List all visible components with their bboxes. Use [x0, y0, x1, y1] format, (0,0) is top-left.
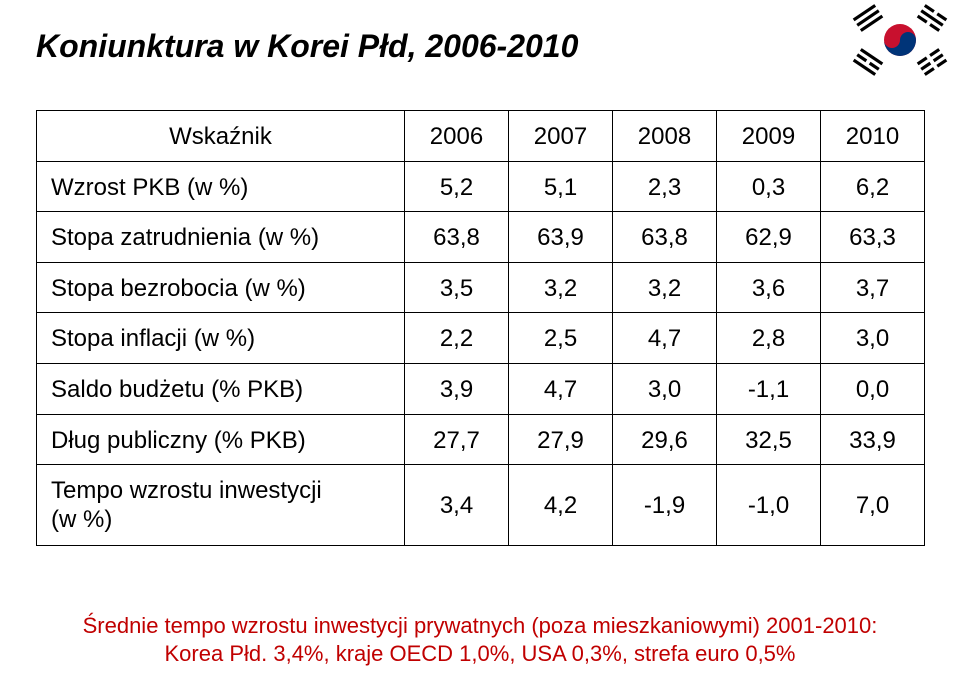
cell-value: 3,6 — [717, 262, 821, 313]
cell-value: 63,9 — [509, 212, 613, 263]
table-row: Wzrost PKB (w %)5,25,12,30,36,2 — [37, 161, 925, 212]
cell-value: 2,5 — [509, 313, 613, 364]
cell-value: -1,0 — [717, 465, 821, 546]
cell-value: 7,0 — [821, 465, 925, 546]
cell-value: 3,2 — [613, 262, 717, 313]
col-header-indicator: Wskaźnik — [37, 111, 405, 162]
indicator-label: Wzrost PKB (w %) — [37, 161, 405, 212]
col-header-year: 2006 — [405, 111, 509, 162]
cell-value: 3,9 — [405, 363, 509, 414]
cell-value: 27,7 — [405, 414, 509, 465]
col-header-year: 2008 — [613, 111, 717, 162]
footnote: Średnie tempo wzrostu inwestycji prywatn… — [36, 612, 924, 667]
indicator-label: Stopa zatrudnienia (w %) — [37, 212, 405, 263]
col-header-year: 2010 — [821, 111, 925, 162]
col-header-year: 2007 — [509, 111, 613, 162]
cell-value: 5,2 — [405, 161, 509, 212]
cell-value: 29,6 — [613, 414, 717, 465]
cell-value: 4,7 — [509, 363, 613, 414]
cell-value: 0,0 — [821, 363, 925, 414]
footnote-line1: Średnie tempo wzrostu inwestycji prywatn… — [83, 613, 878, 638]
cell-value: 0,3 — [717, 161, 821, 212]
cell-value: 4,2 — [509, 465, 613, 546]
cell-value: 63,8 — [405, 212, 509, 263]
cell-value: 27,9 — [509, 414, 613, 465]
cell-value: 63,3 — [821, 212, 925, 263]
cell-value: 6,2 — [821, 161, 925, 212]
cell-value: 2,8 — [717, 313, 821, 364]
table-row: Dług publiczny (% PKB)27,727,929,632,533… — [37, 414, 925, 465]
cell-value: -1,9 — [613, 465, 717, 546]
table-row: Stopa zatrudnienia (w %)63,863,963,862,9… — [37, 212, 925, 263]
slide-title: Koniunktura w Korei Płd, 2006-2010 — [36, 28, 578, 65]
cell-value: 33,9 — [821, 414, 925, 465]
cell-value: 3,7 — [821, 262, 925, 313]
table-header-row: Wskaźnik 2006 2007 2008 2009 2010 — [37, 111, 925, 162]
cell-value: 3,0 — [821, 313, 925, 364]
cell-value: 2,2 — [405, 313, 509, 364]
cell-value: 3,4 — [405, 465, 509, 546]
cell-value: 32,5 — [717, 414, 821, 465]
cell-value: 3,0 — [613, 363, 717, 414]
cell-value: -1,1 — [717, 363, 821, 414]
indicators-table: Wskaźnik 2006 2007 2008 2009 2010 Wzrost… — [36, 110, 925, 546]
cell-value: 62,9 — [717, 212, 821, 263]
indicator-label: Stopa inflacji (w %) — [37, 313, 405, 364]
korea-flag-icon — [840, 0, 960, 80]
cell-value: 5,1 — [509, 161, 613, 212]
footnote-line2: Korea Płd. 3,4%, kraje OECD 1,0%, USA 0,… — [165, 641, 796, 666]
indicator-label: Dług publiczny (% PKB) — [37, 414, 405, 465]
indicator-label: Saldo budżetu (% PKB) — [37, 363, 405, 414]
table-row: Stopa bezrobocia (w %)3,53,23,23,63,7 — [37, 262, 925, 313]
cell-value: 3,5 — [405, 262, 509, 313]
table-row: Stopa inflacji (w %)2,22,54,72,83,0 — [37, 313, 925, 364]
cell-value: 2,3 — [613, 161, 717, 212]
indicator-label: Tempo wzrostu inwestycji(w %) — [37, 465, 405, 546]
cell-value: 4,7 — [613, 313, 717, 364]
indicator-label: Stopa bezrobocia (w %) — [37, 262, 405, 313]
cell-value: 63,8 — [613, 212, 717, 263]
table-row: Saldo budżetu (% PKB)3,94,73,0-1,10,0 — [37, 363, 925, 414]
table-row: Tempo wzrostu inwestycji(w %)3,44,2-1,9-… — [37, 465, 925, 546]
cell-value: 3,2 — [509, 262, 613, 313]
col-header-year: 2009 — [717, 111, 821, 162]
